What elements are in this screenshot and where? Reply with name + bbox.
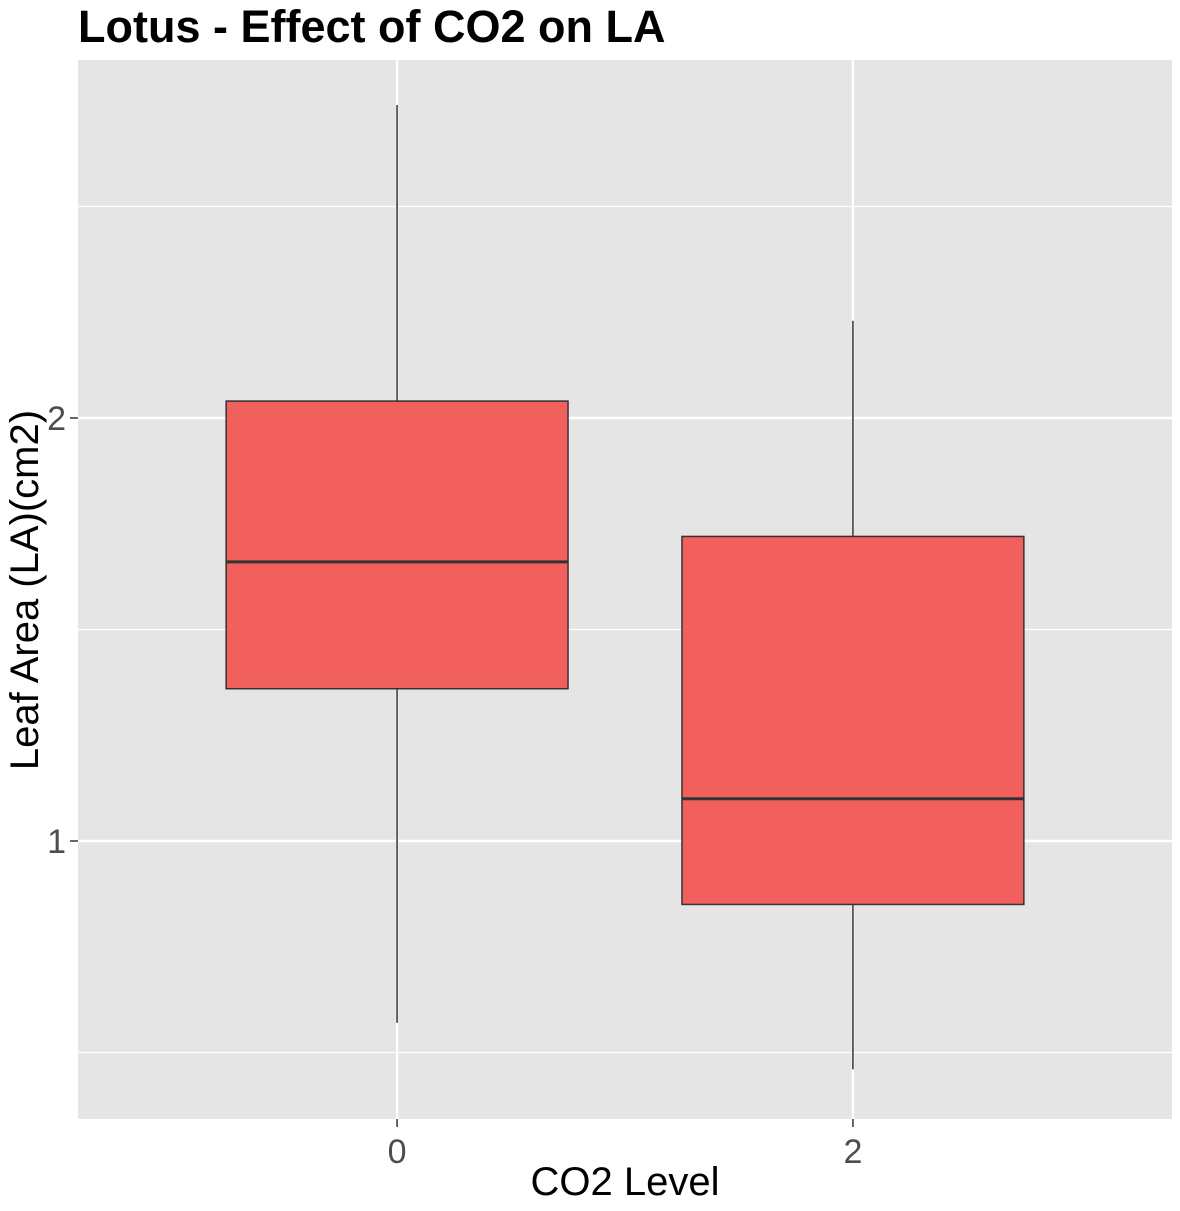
x-tick-label: 2 xyxy=(843,1133,862,1171)
chart-title: Lotus - Effect of CO2 on LA xyxy=(78,1,665,52)
boxes-layer xyxy=(225,104,1025,1070)
box-body xyxy=(225,400,569,690)
box-body xyxy=(681,535,1025,906)
box-0 xyxy=(225,104,569,1023)
x-axis-title: CO2 Level xyxy=(531,1160,720,1204)
x-tick-label: 0 xyxy=(388,1133,407,1171)
y-tick-label: 1 xyxy=(47,823,66,861)
y-tick-label: 2 xyxy=(47,400,66,438)
box-2 xyxy=(681,320,1025,1070)
y-axis-ticks: 12 xyxy=(47,400,78,861)
y-axis-title: Leaf Area (LA)(cm2) xyxy=(3,410,47,770)
